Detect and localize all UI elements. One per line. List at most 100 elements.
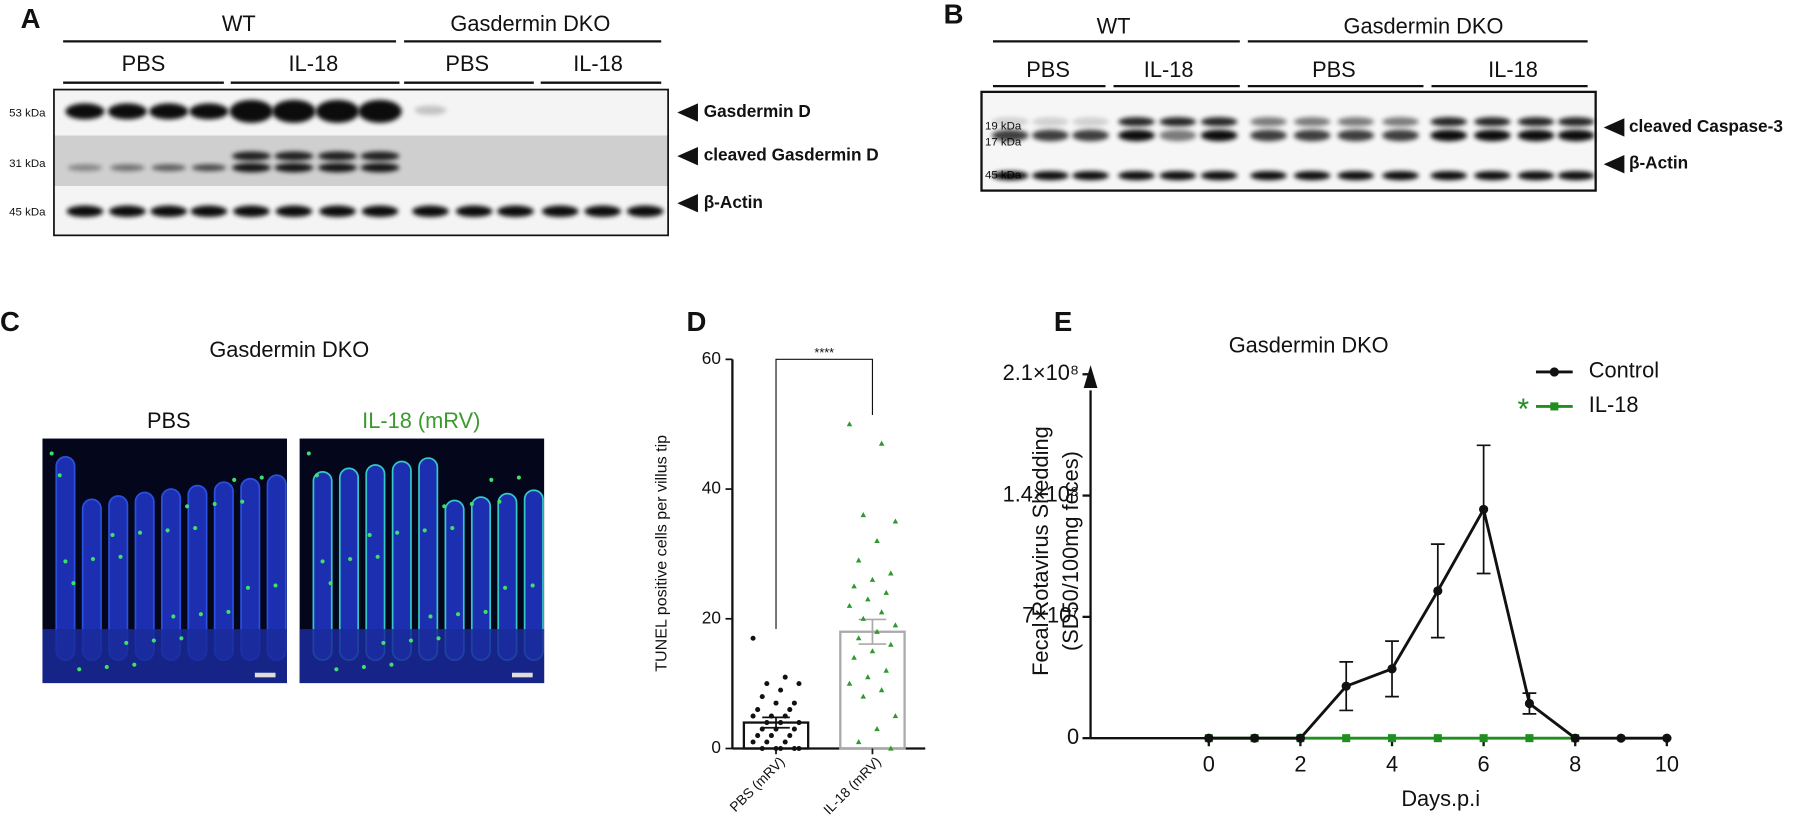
tunel-signal — [193, 526, 198, 531]
tunel-signal — [165, 528, 170, 533]
panel-label: B — [944, 0, 964, 29]
point — [1479, 504, 1489, 515]
band — [1032, 171, 1069, 181]
band — [229, 99, 274, 123]
tunel-signal — [361, 664, 366, 670]
tunel-signal — [63, 559, 68, 564]
tunel-signal — [57, 473, 62, 478]
x-tick-label: 2 — [1294, 751, 1306, 776]
y-tick-label: 20 — [702, 607, 721, 627]
band — [1557, 129, 1595, 142]
point — [750, 713, 756, 719]
point — [1433, 734, 1442, 743]
point — [773, 700, 779, 706]
band — [991, 171, 1029, 181]
micrographs: Gasdermin DKO PBS IL-18 (mRV) — [42, 337, 545, 684]
point — [855, 739, 862, 745]
band — [231, 151, 271, 161]
band — [109, 205, 146, 217]
point — [892, 713, 899, 719]
tunel-signal — [497, 499, 502, 504]
blot-strip — [53, 135, 669, 186]
point — [1616, 733, 1626, 743]
point — [869, 576, 876, 582]
point — [791, 745, 797, 752]
band — [1430, 171, 1468, 181]
tunel-signal — [503, 585, 508, 590]
point — [874, 537, 880, 544]
crypt-layer — [42, 629, 287, 684]
point — [860, 512, 867, 518]
band — [1200, 129, 1238, 142]
tunel-signal — [328, 581, 333, 586]
band — [319, 205, 356, 217]
treatment-label: PBS — [122, 51, 166, 76]
tunel-signal — [348, 557, 353, 562]
band — [189, 103, 229, 120]
band — [1200, 117, 1238, 127]
tunel-signal — [436, 636, 441, 641]
point — [787, 707, 793, 713]
scale-bar — [254, 672, 276, 678]
band — [1337, 117, 1375, 127]
x-tick-label: 4 — [1386, 751, 1398, 776]
x-tick-label: 0 — [1203, 751, 1215, 776]
band — [1382, 129, 1419, 142]
band — [1072, 171, 1109, 181]
tunel-signal — [450, 526, 455, 531]
tunel-signal — [306, 451, 311, 456]
blot-a: WT Gasdermin DKO PBS IL-18 PBS IL-18 53 … — [9, 11, 879, 237]
band — [231, 163, 271, 173]
arrow — [1603, 155, 1625, 174]
y-axis-title: Fecal Rotavirus Shedding — [1028, 426, 1053, 676]
point — [768, 733, 774, 739]
point — [778, 745, 784, 752]
band — [1072, 117, 1109, 127]
tunel-signal — [198, 612, 203, 617]
point — [892, 518, 899, 524]
tunel-signal — [395, 530, 400, 535]
tunel-signal — [334, 667, 339, 672]
point — [1525, 734, 1534, 743]
tunel-signal — [389, 662, 394, 667]
tunel-signal — [151, 638, 156, 643]
band-label: β-Actin — [704, 192, 763, 212]
tunel-signal — [104, 664, 109, 670]
point — [860, 615, 867, 621]
point — [1387, 664, 1397, 674]
band — [150, 205, 188, 217]
point — [773, 726, 779, 732]
panel-label: C — [0, 306, 20, 337]
point — [1479, 734, 1488, 743]
tunel-signal — [489, 477, 494, 482]
x-tick-label: 8 — [1569, 751, 1581, 776]
band — [1250, 171, 1287, 181]
micrograph-title: Gasdermin DKO — [209, 337, 369, 362]
point — [874, 628, 880, 634]
micrograph-label: IL-18 (mRV) — [362, 408, 480, 433]
band — [360, 151, 400, 161]
band — [275, 205, 313, 217]
point — [764, 720, 770, 726]
point — [878, 440, 885, 446]
y-tick-label: 0 — [711, 737, 721, 757]
point — [878, 687, 885, 693]
point — [1341, 681, 1351, 691]
point — [759, 726, 765, 732]
band — [1517, 171, 1555, 181]
band — [1430, 129, 1468, 142]
y-axis-title: (SD50/100mg feces) — [1058, 451, 1083, 651]
point — [764, 739, 770, 745]
group-label: WT — [222, 11, 256, 36]
tunel-signal — [212, 501, 217, 507]
point — [892, 622, 899, 628]
tunel-signal — [90, 557, 96, 562]
arrow — [677, 103, 698, 122]
point — [778, 720, 784, 726]
point — [888, 745, 894, 751]
tunel-signal — [455, 612, 461, 617]
panel-label: E — [1054, 306, 1072, 337]
band — [361, 205, 399, 217]
tunel-signal — [110, 532, 115, 538]
